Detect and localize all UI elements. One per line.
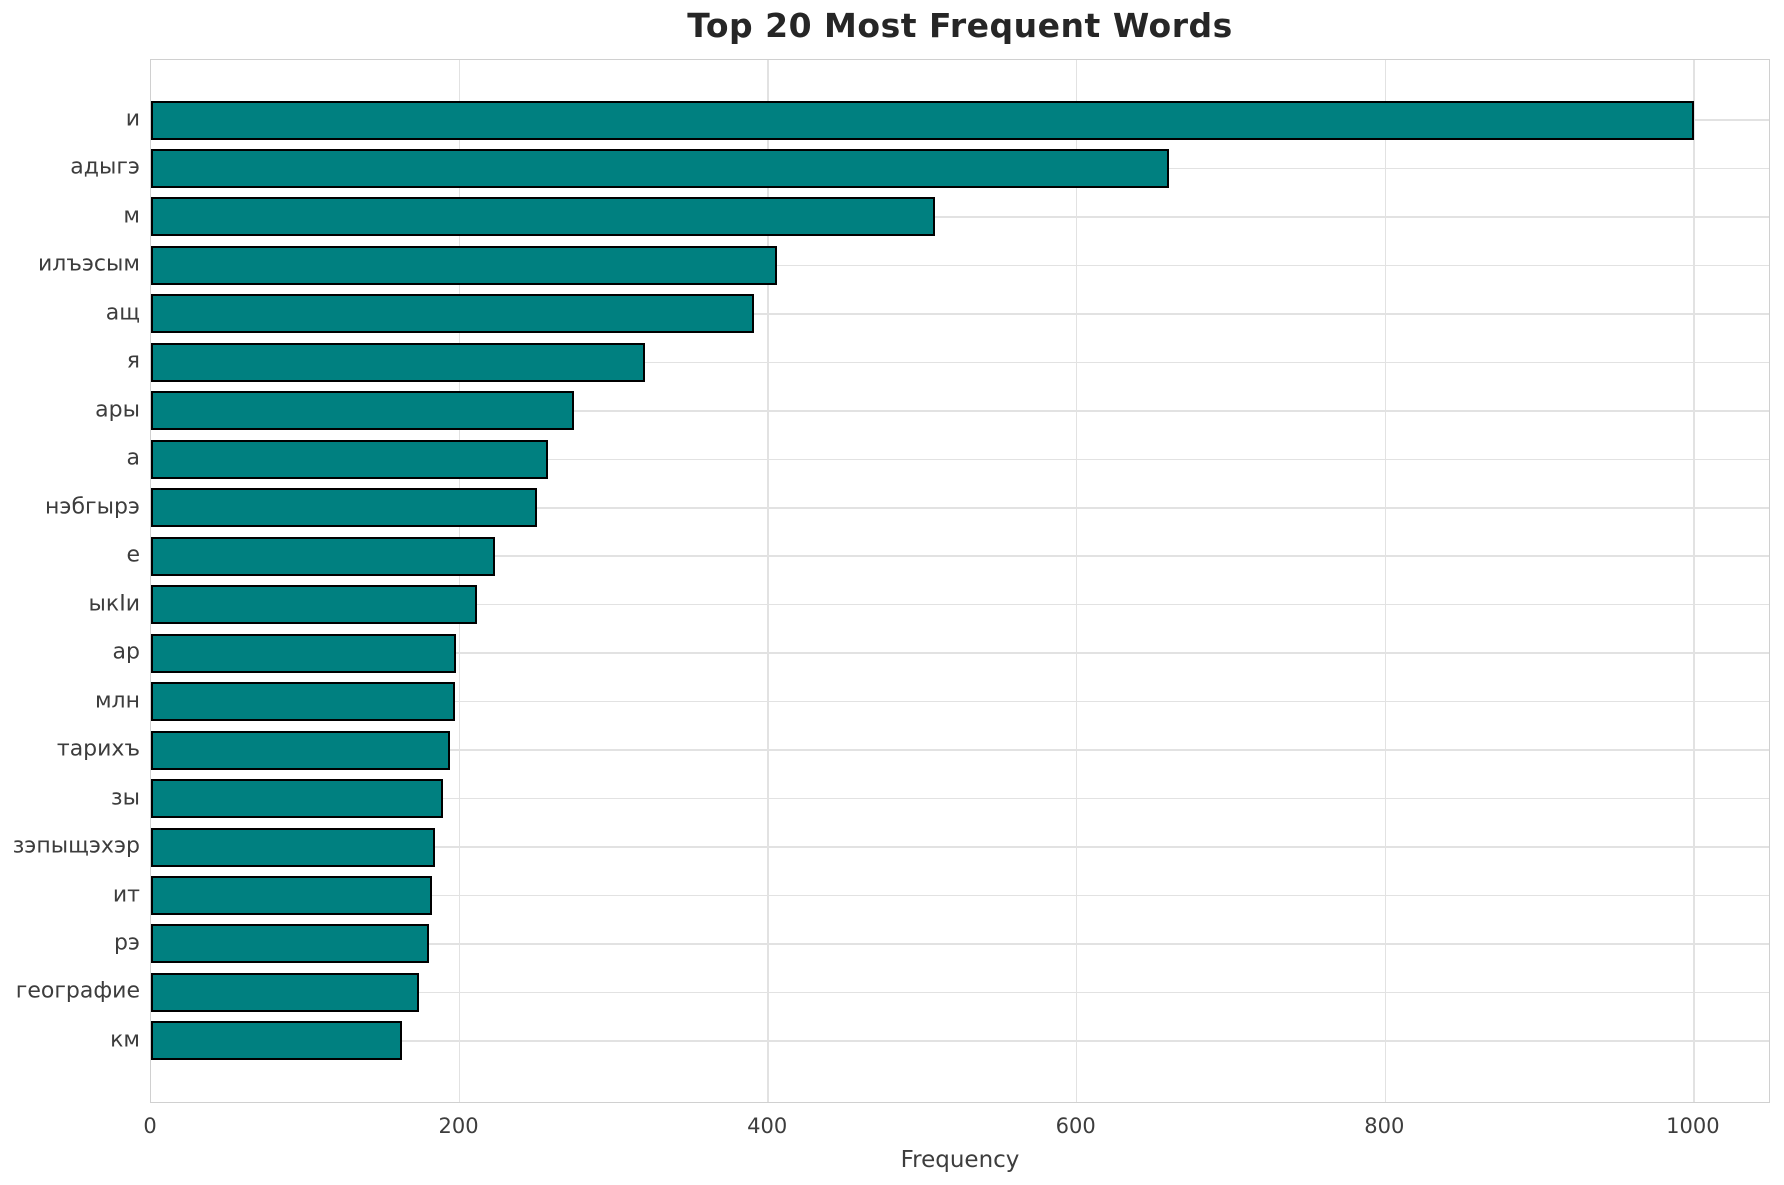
bar	[151, 100, 1694, 140]
y-tick-label: ащ	[105, 300, 140, 326]
bar	[151, 585, 477, 625]
y-tick-label: ары	[95, 397, 140, 423]
gridline-horizontal	[151, 700, 1769, 703]
bar	[151, 536, 496, 576]
gridline-horizontal	[151, 846, 1769, 848]
x-tick-label: 0	[143, 1114, 157, 1138]
bar	[151, 682, 455, 722]
x-tick-label: 600	[1055, 1114, 1096, 1138]
y-tick-label: зы	[110, 785, 140, 811]
chart-title: Top 20 Most Frequent Words	[687, 6, 1233, 45]
gridline-vertical	[1075, 60, 1078, 1102]
gridline-horizontal	[151, 652, 1769, 654]
gridline-horizontal	[151, 458, 1769, 461]
gridline-horizontal	[151, 555, 1769, 557]
bar	[151, 924, 429, 964]
y-tick-label: ыкIи	[88, 591, 140, 617]
y-tick-label: м	[123, 203, 140, 229]
bar	[151, 730, 451, 770]
bar	[151, 876, 432, 916]
bar	[151, 633, 457, 673]
gridline-horizontal	[151, 313, 1769, 315]
x-tick-label: 800	[1364, 1114, 1405, 1138]
y-tick-label: я	[126, 348, 140, 374]
bar	[151, 342, 645, 382]
y-tick-label: зэпыщэхэр	[12, 833, 140, 859]
gridline-horizontal	[151, 943, 1769, 945]
bar	[151, 294, 755, 334]
gridline-horizontal	[151, 264, 1769, 267]
gridline-horizontal	[151, 410, 1769, 412]
y-tick-label: адыгэ	[70, 154, 140, 180]
x-axis-label: Frequency	[900, 1147, 1020, 1173]
gridline-horizontal	[151, 1040, 1769, 1042]
gridline-horizontal	[151, 749, 1769, 751]
bar	[151, 391, 574, 431]
bar	[151, 197, 935, 237]
y-tick-label: е	[126, 542, 140, 568]
gridline-horizontal	[151, 361, 1769, 364]
y-tick-label: а	[126, 445, 140, 471]
bar	[151, 245, 778, 285]
plot-area	[150, 59, 1770, 1103]
y-tick-label: нэбгырэ	[45, 494, 140, 520]
bar	[151, 148, 1170, 188]
gridline-vertical	[767, 60, 769, 1102]
gridline-horizontal	[151, 894, 1769, 897]
bar	[151, 827, 435, 867]
y-tick-label: географие	[15, 978, 140, 1004]
y-tick-label: ар	[112, 639, 140, 665]
gridline-vertical	[458, 60, 461, 1102]
bar	[151, 972, 420, 1012]
bar	[151, 779, 443, 819]
y-tick-label: рэ	[113, 930, 140, 956]
gridline-horizontal	[151, 216, 1769, 218]
gridline-horizontal	[151, 991, 1769, 994]
x-tick-label: 400	[747, 1114, 788, 1138]
gridline-horizontal	[151, 603, 1769, 606]
gridline-vertical	[1384, 60, 1387, 1102]
x-tick-label: 200	[438, 1114, 479, 1138]
y-tick-label: и	[125, 106, 140, 132]
y-tick-label: илъэсым	[37, 251, 140, 277]
y-tick-label: млн	[94, 688, 140, 714]
x-tick-label: 1000	[1666, 1114, 1720, 1138]
bar	[151, 1021, 403, 1061]
gridline-horizontal	[151, 797, 1769, 800]
y-tick-label: тарихъ	[56, 736, 140, 762]
bar	[151, 488, 537, 528]
gridline-vertical	[1693, 60, 1695, 1102]
y-tick-label: км	[110, 1027, 140, 1053]
y-tick-label: ит	[112, 882, 140, 908]
y-axis-labels: и адыгэ м илъэсым ащ я ары а нэбгырэ е ыкIи ар млн та…	[0, 59, 140, 1103]
gridline-horizontal	[151, 507, 1769, 509]
bar	[151, 439, 548, 479]
